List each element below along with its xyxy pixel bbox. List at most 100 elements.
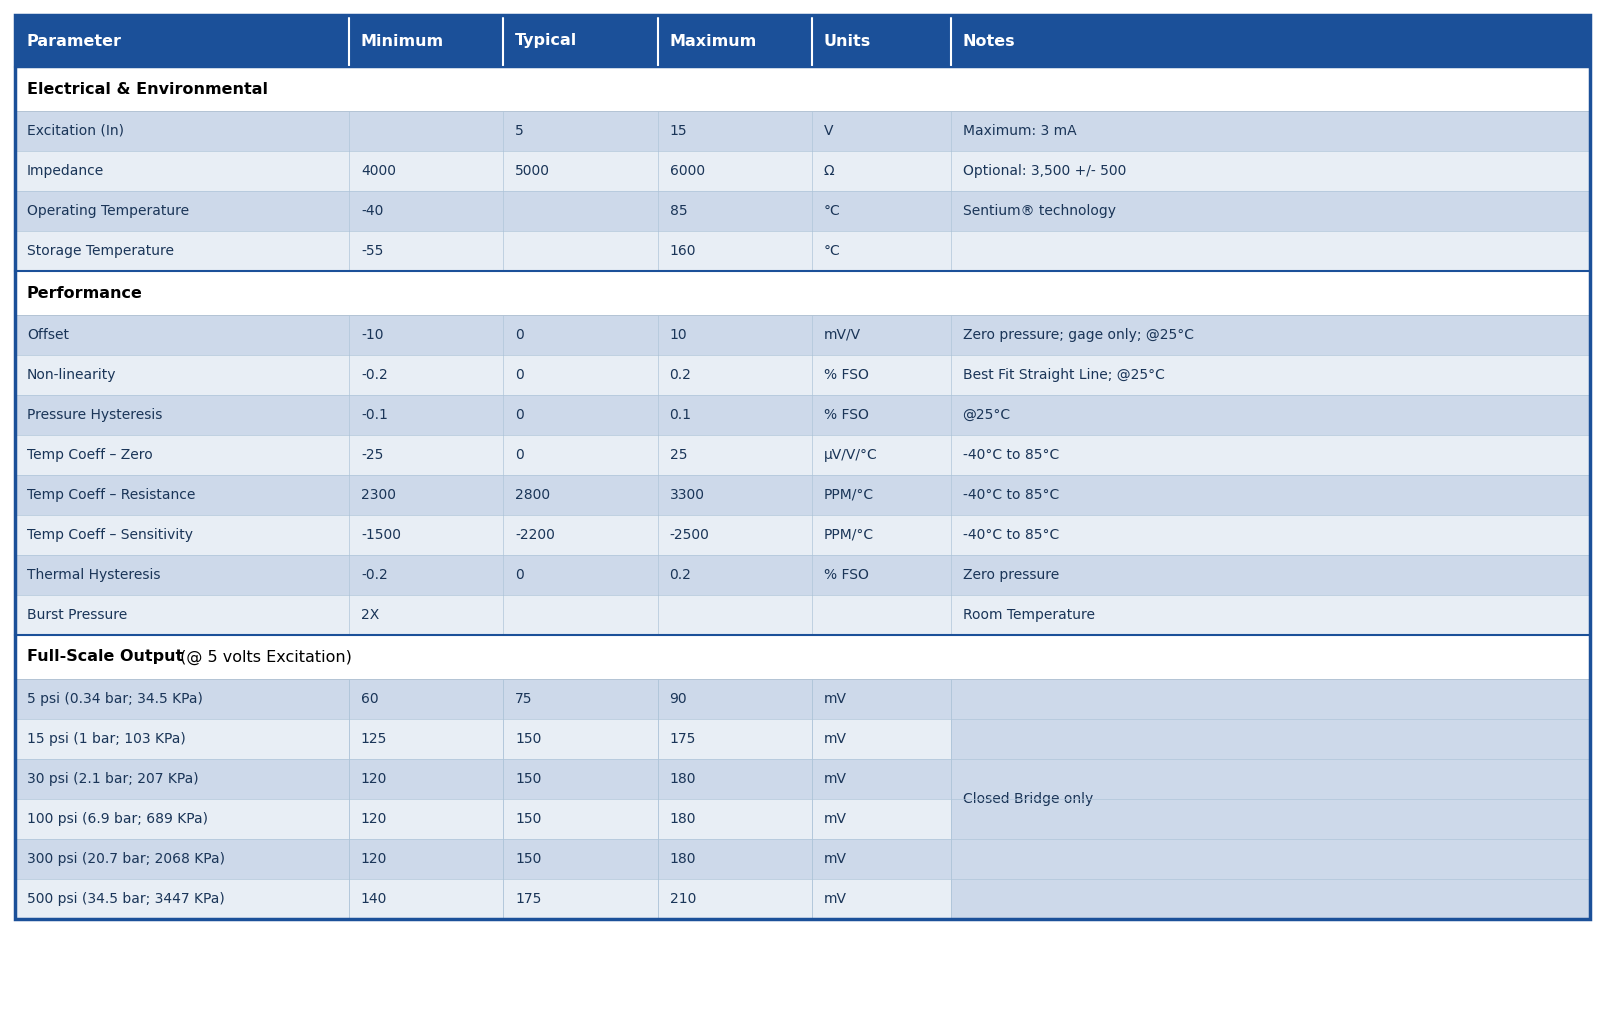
Text: Temp Coeff – Resistance: Temp Coeff – Resistance [27, 487, 196, 502]
Text: 0: 0 [515, 408, 523, 422]
Bar [812, 191, 950, 231]
Bar [658, 595, 812, 635]
Text: 6000: 6000 [669, 164, 705, 178]
Bar [504, 475, 658, 515]
Text: 10: 10 [669, 328, 687, 342]
Text: Maximum: Maximum [669, 33, 758, 49]
Text: -0.2: -0.2 [361, 568, 388, 582]
Text: PPM/°C: PPM/°C [823, 487, 875, 502]
Text: mV: mV [823, 772, 847, 786]
Bar [504, 839, 658, 879]
Text: 15 psi (1 bar; 103 KPa): 15 psi (1 bar; 103 KPa) [27, 732, 186, 746]
Bar [348, 151, 504, 191]
Bar [950, 719, 1591, 759]
Bar [812, 839, 950, 879]
Text: Zero pressure: Zero pressure [963, 568, 1059, 582]
Text: Electrical & Environmental: Electrical & Environmental [27, 82, 268, 96]
Bar [14, 635, 1591, 679]
Bar [812, 595, 950, 635]
Text: mV: mV [823, 892, 847, 906]
Text: 125: 125 [361, 732, 387, 746]
Text: Closed Bridge only: Closed Bridge only [963, 792, 1093, 806]
Bar [14, 839, 348, 879]
Bar [504, 679, 658, 719]
Bar [14, 355, 348, 395]
Bar [950, 435, 1591, 475]
Text: Temp Coeff – Sensitivity: Temp Coeff – Sensitivity [27, 528, 193, 542]
Bar [658, 719, 812, 759]
Bar [658, 355, 812, 395]
Text: Excitation (In): Excitation (In) [27, 124, 124, 138]
Bar [14, 759, 348, 799]
Bar [950, 14, 1591, 67]
Text: Operating Temperature: Operating Temperature [27, 204, 189, 218]
Bar [812, 315, 950, 355]
Text: 150: 150 [515, 852, 541, 866]
Bar [812, 435, 950, 475]
Bar [812, 679, 950, 719]
Bar [658, 315, 812, 355]
Text: 0: 0 [515, 328, 523, 342]
Text: 0: 0 [515, 568, 523, 582]
Bar [348, 355, 504, 395]
Bar [950, 595, 1591, 635]
Text: 4000: 4000 [361, 164, 396, 178]
Text: Storage Temperature: Storage Temperature [27, 244, 173, 258]
Text: 160: 160 [669, 244, 697, 258]
Bar [504, 719, 658, 759]
Text: mV: mV [823, 692, 847, 706]
Bar [14, 515, 348, 555]
Text: -55: -55 [361, 244, 384, 258]
Text: @25°C: @25°C [963, 408, 1011, 422]
Bar [14, 191, 348, 231]
Bar [504, 595, 658, 635]
Text: 90: 90 [669, 692, 687, 706]
Text: Zero pressure; gage only; @25°C: Zero pressure; gage only; @25°C [963, 328, 1194, 342]
Bar [504, 515, 658, 555]
Text: -2500: -2500 [669, 528, 709, 542]
Bar [950, 679, 1591, 919]
Text: 0: 0 [515, 368, 523, 382]
Bar [658, 14, 812, 67]
Bar [950, 839, 1591, 879]
Bar [950, 799, 1591, 839]
Text: 180: 180 [669, 772, 697, 786]
Bar [812, 719, 950, 759]
Bar [14, 595, 348, 635]
Bar [950, 191, 1591, 231]
Bar [950, 515, 1591, 555]
Bar [348, 879, 504, 919]
Bar [658, 111, 812, 151]
Bar [658, 151, 812, 191]
Text: 150: 150 [515, 812, 541, 826]
Text: -0.1: -0.1 [361, 408, 388, 422]
Text: Impedance: Impedance [27, 164, 104, 178]
Bar [812, 231, 950, 271]
Bar [504, 759, 658, 799]
Bar [950, 679, 1591, 719]
Text: Room Temperature: Room Temperature [963, 608, 1095, 622]
Bar [348, 475, 504, 515]
Text: Units: Units [823, 33, 872, 49]
Bar [658, 191, 812, 231]
Text: % FSO: % FSO [823, 408, 868, 422]
Text: 150: 150 [515, 772, 541, 786]
Text: 5000: 5000 [515, 164, 551, 178]
Bar [950, 759, 1591, 799]
Text: Burst Pressure: Burst Pressure [27, 608, 127, 622]
Text: Best Fit Straight Line; @25°C: Best Fit Straight Line; @25°C [963, 368, 1164, 382]
Bar [348, 14, 504, 67]
Text: 0.1: 0.1 [669, 408, 692, 422]
Text: Typical: Typical [515, 33, 578, 49]
Text: 5: 5 [515, 124, 523, 138]
Text: 0.2: 0.2 [669, 568, 692, 582]
Text: Thermal Hysteresis: Thermal Hysteresis [27, 568, 160, 582]
Bar [504, 799, 658, 839]
Bar [14, 315, 348, 355]
Bar [658, 799, 812, 839]
Bar [504, 395, 658, 435]
Bar [348, 555, 504, 595]
Bar [950, 879, 1591, 919]
Text: Temp Coeff – Zero: Temp Coeff – Zero [27, 448, 152, 462]
Text: Ω: Ω [823, 164, 835, 178]
